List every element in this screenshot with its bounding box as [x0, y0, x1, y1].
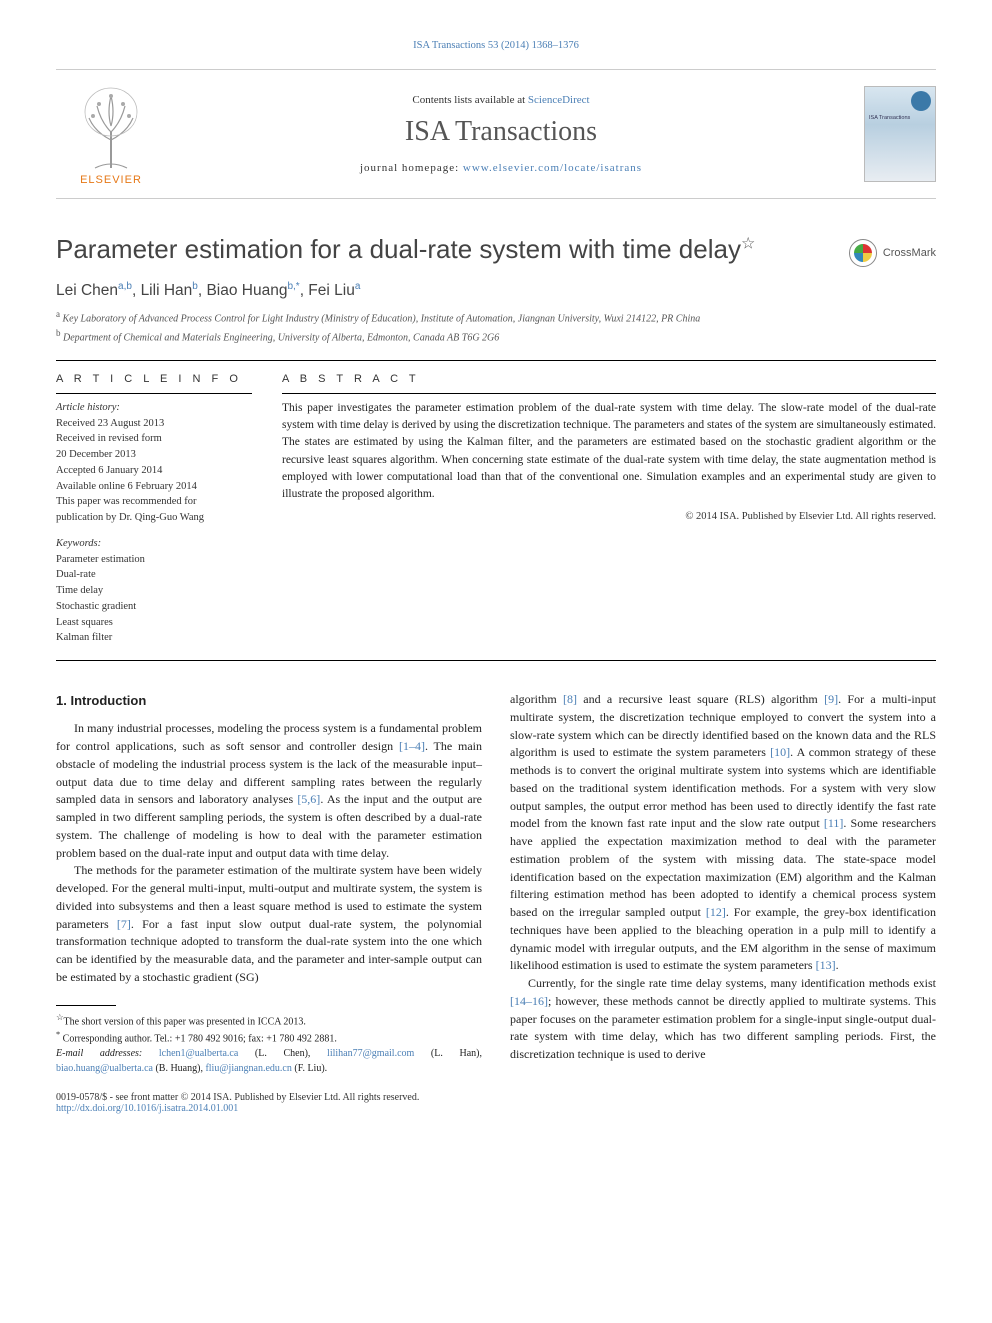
- article-info-heading: A R T I C L E I N F O: [56, 373, 252, 385]
- keywords-block: Keywords: Parameter estimationDual-rateT…: [56, 536, 252, 646]
- citation-link[interactable]: [8]: [563, 692, 577, 706]
- affiliation-b-text: Department of Chemical and Materials Eng…: [63, 332, 499, 343]
- journal-name: ISA Transactions: [166, 116, 836, 148]
- citation-link[interactable]: [10]: [770, 745, 790, 759]
- keyword-item: Dual-rate: [56, 567, 252, 583]
- footnotes-block: ☆The short version of this paper was pre…: [56, 1005, 482, 1077]
- history-label: Article history:: [56, 400, 252, 416]
- abstract-text: This paper investigates the parameter es…: [282, 400, 936, 504]
- history-line: This paper was recommended for: [56, 494, 252, 510]
- footnote-corresponding: * Corresponding author. Tel.: +1 780 492…: [56, 1029, 482, 1047]
- citation-link[interactable]: [12]: [706, 905, 726, 919]
- email-link[interactable]: lchen1@ualberta.ca: [159, 1048, 238, 1059]
- affiliations: a Key Laboratory of Advanced Process Con…: [56, 308, 936, 346]
- keyword-item: Parameter estimation: [56, 552, 252, 568]
- journal-header: ELSEVIER Contents lists available at Sci…: [56, 69, 936, 199]
- doi-link[interactable]: http://dx.doi.org/10.1016/j.isatra.2014.…: [56, 1103, 238, 1114]
- footnote-emails: E-mail addresses: lchen1@ualberta.ca (L.…: [56, 1047, 482, 1076]
- keywords-label: Keywords:: [56, 536, 252, 552]
- abstract-heading: A B S T R A C T: [282, 373, 936, 385]
- cover-thumbnail-container: [836, 86, 936, 182]
- footer-left: 0019-0578/$ - see front matter © 2014 IS…: [56, 1092, 419, 1114]
- author-list: Lei Chena,b, Lili Hanb, Biao Huangb,*, F…: [56, 281, 936, 300]
- article-title-text: Parameter estimation for a dual-rate sys…: [56, 234, 741, 264]
- citation-link[interactable]: [13]: [816, 958, 836, 972]
- affiliation-b: b Department of Chemical and Materials E…: [56, 327, 936, 346]
- title-footnote-mark: ☆: [741, 235, 755, 252]
- email-link[interactable]: biao.huang@ualberta.ca: [56, 1063, 153, 1074]
- abstract-column: A B S T R A C T This paper investigates …: [282, 361, 936, 646]
- citation-link[interactable]: [11]: [824, 816, 844, 830]
- history-line: 20 December 2013: [56, 447, 252, 463]
- affiliation-a: a Key Laboratory of Advanced Process Con…: [56, 308, 936, 327]
- history-line: publication by Dr. Qing-Guo Wang: [56, 510, 252, 526]
- publisher-logo: ELSEVIER: [56, 82, 166, 186]
- citation-link[interactable]: [5,6]: [297, 792, 320, 806]
- citation-link[interactable]: [1–4]: [399, 739, 425, 753]
- crossmark-label: CrossMark: [883, 247, 936, 259]
- email-prefix: E-mail addresses:: [56, 1048, 159, 1059]
- footnote-star-text: The short version of this paper was pres…: [63, 1016, 305, 1027]
- contents-available-line: Contents lists available at ScienceDirec…: [166, 94, 836, 106]
- journal-homepage-line: journal homepage: www.elsevier.com/locat…: [166, 162, 836, 174]
- publisher-name: ELSEVIER: [80, 174, 142, 186]
- footnote-star: ☆The short version of this paper was pre…: [56, 1012, 482, 1030]
- intro-paragraph-3: algorithm [8] and a recursive least squa…: [510, 691, 936, 975]
- elsevier-tree-icon: [71, 82, 151, 172]
- citation-link[interactable]: [9]: [824, 692, 838, 706]
- keyword-item: Time delay: [56, 583, 252, 599]
- email-link[interactable]: fliu@jiangnan.edu.cn: [205, 1063, 291, 1074]
- history-line: Accepted 6 January 2014: [56, 463, 252, 479]
- crossmark-icon: [849, 239, 877, 267]
- history-line: Available online 6 February 2014: [56, 479, 252, 495]
- citation-link[interactable]: [14–16]: [510, 994, 548, 1008]
- corresponding-author-text: Corresponding author. Tel.: +1 780 492 9…: [63, 1034, 337, 1045]
- affiliation-a-text: Key Laboratory of Advanced Process Contr…: [63, 313, 701, 324]
- body-two-column: 1. Introduction In many industrial proce…: [56, 691, 936, 1076]
- email-link[interactable]: lilihan77@gmail.com: [327, 1048, 414, 1059]
- article-history: Article history: Received 23 August 2013…: [56, 400, 252, 526]
- article-title: Parameter estimation for a dual-rate sys…: [56, 233, 755, 266]
- footnote-rule: [56, 1005, 116, 1006]
- intro-paragraph-2: The methods for the parameter estimation…: [56, 862, 482, 986]
- abstract-rule: [282, 393, 936, 394]
- page-footer: 0019-0578/$ - see front matter © 2014 IS…: [56, 1092, 936, 1114]
- contents-prefix: Contents lists available at: [412, 94, 527, 106]
- sciencedirect-link[interactable]: ScienceDirect: [528, 94, 590, 106]
- history-line: Received in revised form: [56, 431, 252, 447]
- keyword-item: Kalman filter: [56, 630, 252, 646]
- footer-copyright-line: 0019-0578/$ - see front matter © 2014 IS…: [56, 1092, 419, 1103]
- journal-homepage-link[interactable]: www.elsevier.com/locate/isatrans: [463, 162, 642, 174]
- abstract-copyright: © 2014 ISA. Published by Elsevier Ltd. A…: [282, 511, 936, 522]
- keyword-item: Stochastic gradient: [56, 599, 252, 615]
- section-heading-intro: 1. Introduction: [56, 691, 482, 710]
- intro-paragraph-4: Currently, for the single rate time dela…: [510, 975, 936, 1064]
- top-citation-link[interactable]: ISA Transactions 53 (2014) 1368–1376: [56, 40, 936, 51]
- info-rule: [56, 393, 252, 394]
- divider-rule-2: [56, 660, 936, 661]
- journal-cover-thumbnail: [864, 86, 936, 182]
- keyword-item: Least squares: [56, 615, 252, 631]
- homepage-prefix: journal homepage:: [360, 162, 463, 174]
- citation-link[interactable]: [7]: [117, 917, 131, 931]
- history-line: Received 23 August 2013: [56, 416, 252, 432]
- article-info-column: A R T I C L E I N F O Article history: R…: [56, 361, 252, 646]
- intro-paragraph-1: In many industrial processes, modeling t…: [56, 720, 482, 862]
- crossmark-badge[interactable]: CrossMark: [849, 239, 936, 267]
- header-center: Contents lists available at ScienceDirec…: [166, 94, 836, 174]
